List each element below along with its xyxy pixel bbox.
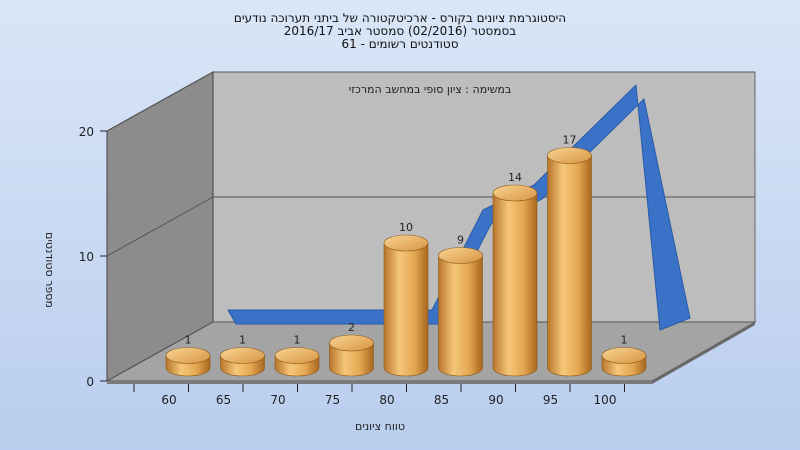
bar-top	[383, 234, 429, 252]
bar: 10	[383, 221, 429, 377]
bar-value-label: 9	[457, 234, 464, 247]
x-tick-label: 100	[594, 393, 617, 407]
x-tick-label: 90	[488, 393, 503, 407]
x-tick-label: 65	[216, 393, 231, 407]
floor-front-edge	[107, 381, 652, 384]
x-tick-label: 70	[270, 393, 285, 407]
bar: 2	[329, 321, 374, 377]
bar-body	[329, 342, 374, 377]
bar-value-label: 17	[563, 134, 577, 147]
bar-value-label: 1	[185, 334, 192, 347]
x-axis: 60 65 70 75 80 85 90 95 100	[133, 384, 625, 407]
bar: 1	[165, 334, 211, 377]
y-tick-label: 20	[79, 125, 94, 139]
bar-value-label: 1	[294, 334, 301, 347]
bar-body	[383, 242, 429, 377]
x-axis-title: טווח ציונים	[355, 420, 405, 433]
floor-right-edge	[652, 322, 755, 384]
bar-top	[220, 347, 265, 364]
x-tick-label: 80	[379, 393, 394, 407]
bar: 1	[220, 334, 265, 377]
bar-value-label: 10	[399, 221, 413, 234]
y-tick-label: 10	[79, 250, 94, 264]
bar: 1	[274, 334, 320, 377]
grid-line-left	[106, 321, 214, 382]
chart-title-line-1: היסטוגרמת ציונים בקורס - ארכיטקטורה של ב…	[233, 11, 567, 25]
y-axis: 0 10 20	[79, 125, 107, 389]
x-tick-label: 85	[434, 393, 449, 407]
chart-title-line-2: בסמסטר (02/2016) סמסטר אביב 2016/17	[283, 24, 517, 38]
bar-top	[438, 247, 483, 264]
grid-line-left	[106, 71, 214, 132]
bar-body	[438, 255, 483, 377]
bar-top	[601, 347, 647, 364]
bar-top	[274, 347, 320, 364]
y-axis-title: מספר סטודנטים	[43, 232, 56, 308]
x-tick-label: 75	[325, 393, 340, 407]
bar-top	[492, 184, 538, 202]
bar-value-label: 1	[621, 334, 628, 347]
bar: 1	[601, 334, 647, 377]
bar-value-label: 2	[348, 321, 355, 334]
bar: 9	[438, 234, 483, 377]
x-tick-label: 60	[161, 393, 176, 407]
bar-value-label: 14	[508, 171, 522, 184]
y-tick-label: 0	[86, 375, 94, 389]
bar-body	[492, 192, 538, 377]
chart-subtitle: במשימה : ציון סופי במחשב המרכזי	[349, 83, 512, 96]
bar: 17	[547, 134, 592, 377]
bar-top	[165, 347, 211, 364]
chart-title-line-3: סטודנטים רשומים - 61	[341, 37, 459, 51]
x-tick-label: 95	[543, 393, 558, 407]
bar-top	[547, 147, 592, 164]
bar: 14	[492, 171, 538, 377]
bar-body	[547, 155, 592, 377]
bar-value-label: 1	[239, 334, 246, 347]
bar-top	[329, 334, 374, 352]
bar-series: 1 1 1 2 10 9 14 17 1	[165, 134, 647, 377]
grid-line-left	[106, 196, 214, 257]
